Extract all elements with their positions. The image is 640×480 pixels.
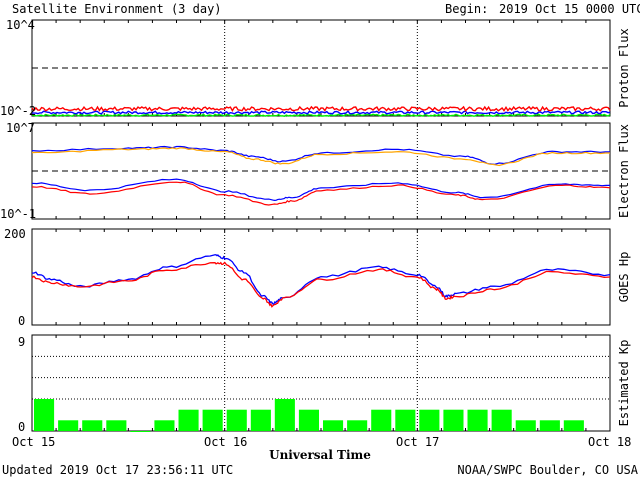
- electron-ytick-top: 10^7: [6, 121, 35, 135]
- x-label-oct17: Oct 17: [396, 435, 439, 449]
- kp-bar: [274, 399, 295, 431]
- kp-bar: [154, 420, 175, 431]
- electron-series-line: [31, 145, 610, 166]
- proton-ytick-top: 10^4: [6, 18, 35, 32]
- kp-bar: [347, 420, 368, 431]
- proton-ylabel: Proton Flux: [617, 28, 631, 107]
- kp-bar: [443, 409, 464, 431]
- kp-bar: [178, 409, 199, 431]
- hp-ylabel: GOES Hp: [617, 252, 631, 303]
- x-label-oct18: Oct 18: [588, 435, 631, 449]
- hp-series-line: [31, 254, 611, 305]
- begin-value: 2019 Oct 15 0000 UTC: [499, 2, 640, 16]
- kp-ytick-top: 9: [18, 335, 25, 349]
- proton-flux-panel: [31, 19, 611, 117]
- proton-series-line: [31, 105, 611, 112]
- electron-series-line: [31, 147, 610, 167]
- kp-ytick-bottom: 0: [18, 420, 25, 434]
- kp-bar: [419, 409, 440, 431]
- kp-bar: [106, 420, 127, 431]
- kp-bar: [130, 431, 151, 432]
- kp-bar: [467, 409, 488, 431]
- proton-ytick-bottom: 10^-2: [0, 104, 36, 118]
- begin-label: Begin:: [445, 2, 488, 16]
- electron-ylabel: Electron Flux: [617, 124, 631, 218]
- kp-bar: [515, 420, 536, 431]
- x-axis-title: Universal Time: [269, 448, 371, 462]
- kp-bar: [371, 409, 392, 431]
- electron-series-line: [31, 181, 611, 206]
- electron-flux-panel: [31, 122, 611, 220]
- kp-bar: [34, 399, 55, 431]
- kp-bar: [298, 409, 319, 431]
- hp-ytick-bottom: 0: [18, 314, 25, 328]
- electron-series-line: [31, 178, 610, 202]
- updated-timestamp: Updated 2019 Oct 17 23:56:11 UTC: [2, 463, 233, 477]
- kp-panel: [31, 334, 611, 432]
- x-label-oct16: Oct 16: [204, 435, 247, 449]
- kp-bar: [250, 409, 271, 431]
- proton-series-line: [31, 113, 611, 117]
- goes-hp-panel: [31, 228, 611, 326]
- kp-bar: [539, 420, 560, 431]
- kp-ylabel: Estimated Kp: [617, 340, 631, 427]
- hp-series-line: [31, 261, 611, 308]
- kp-bar: [491, 409, 512, 431]
- x-label-oct15: Oct 15: [12, 435, 55, 449]
- hp-ytick-top: 200: [4, 227, 26, 241]
- kp-bar: [82, 420, 103, 431]
- kp-bar: [323, 420, 344, 431]
- proton-series-line: [31, 110, 611, 115]
- kp-bar: [202, 409, 223, 431]
- kp-panel-frame: [31, 334, 611, 432]
- credit-text: NOAA/SWPC Boulder, CO USA: [457, 463, 638, 477]
- electron-ytick-bottom: 10^-1: [0, 207, 36, 221]
- chart-title: Satellite Environment (3 day): [12, 2, 222, 16]
- kp-bar: [226, 409, 247, 431]
- kp-bar: [563, 420, 584, 431]
- kp-bar: [58, 420, 79, 431]
- kp-bar: [395, 409, 416, 431]
